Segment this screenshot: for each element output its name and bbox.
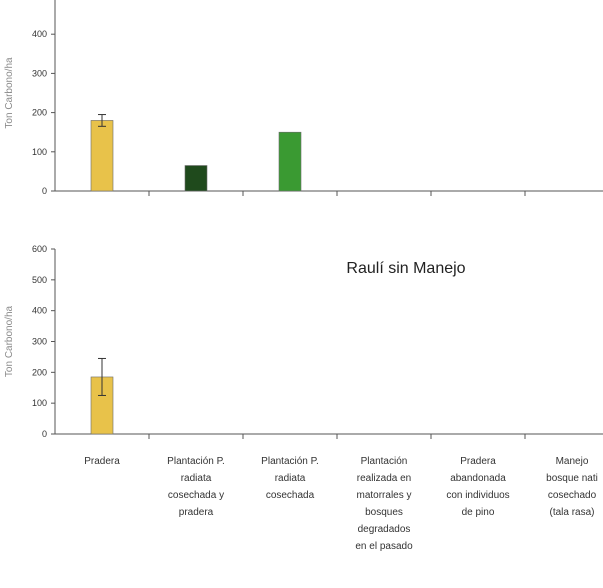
- x-category-label: Pradera abandonada con individuos de pino: [446, 456, 509, 518]
- y-tick-label: 100: [32, 398, 47, 408]
- y-tick-label: 400: [32, 306, 47, 316]
- chart-panel-2: 0 100 200 300 400 500 600 Ton Carbono/ha Raulí s…: [4, 244, 603, 552]
- chart-panel-1: 0100200300400500Ton Carbono/ha: [4, 0, 603, 196]
- y-tick-label: 0: [42, 186, 47, 196]
- y-axis-label: Ton Carbono/ha: [4, 57, 15, 129]
- y-tick-label: 200: [32, 108, 47, 118]
- y-tick-label: 300: [32, 337, 47, 347]
- y-tick-label: 200: [32, 367, 47, 377]
- y-tick-label: 100: [32, 147, 47, 157]
- y-tick-label: 600: [32, 244, 47, 254]
- y-tick-label: 0: [42, 429, 47, 439]
- x-category-label: Plantación P. radiata cosechada: [261, 456, 319, 501]
- x-category-label: Manejo bosque nati cosechado (tala rasa): [546, 456, 598, 518]
- y-tick-label: 300: [32, 68, 47, 78]
- y-axis-label: Ton Carbono/ha: [4, 305, 15, 377]
- chart-title: Raulí sin Manejo: [346, 260, 465, 277]
- x-category-label: Plantación realizada en matorrales y bosque…: [355, 456, 413, 552]
- bar-1: [90, 120, 114, 192]
- bar-3: [278, 131, 302, 192]
- x-category-label: Pradera: [84, 456, 120, 467]
- y-tick-label: 400: [32, 29, 47, 39]
- bar-2: [184, 165, 208, 192]
- y-tick-label: 500: [32, 275, 47, 285]
- x-category-label: Plantación P. radiata cosechada y pradera: [167, 456, 225, 518]
